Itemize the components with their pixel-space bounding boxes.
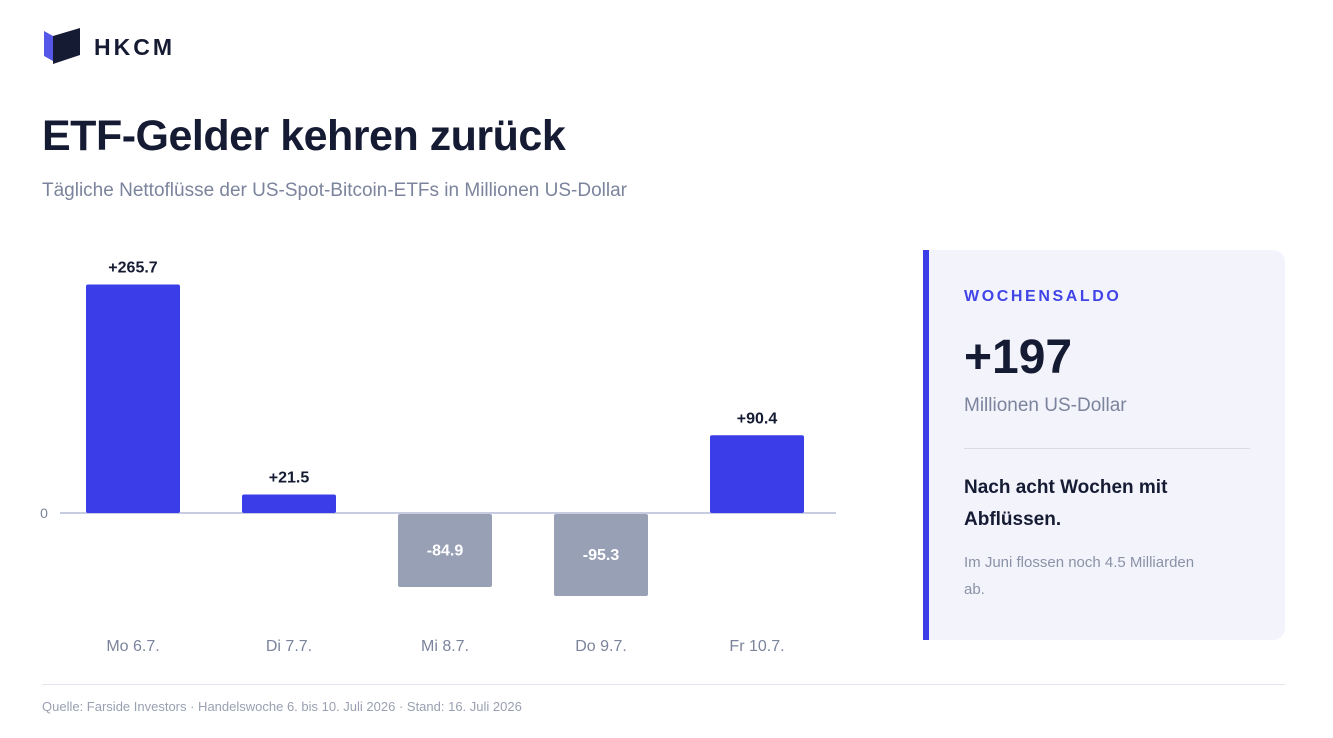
data-label-2: +21.5 bbox=[269, 470, 310, 487]
x-tick-label-5: Fr 10.7. bbox=[729, 638, 784, 655]
summary-panel: WOCHENSALDO +197 Millionen US-Dollar Nac… bbox=[923, 250, 1285, 640]
page-subtitle: Tägliche Nettoflüsse der US-Spot-Bitcoin… bbox=[42, 180, 627, 201]
bar-4 bbox=[554, 514, 648, 596]
source-note: Quelle: Farside Investors · Handelswoche… bbox=[42, 699, 522, 714]
summary-note: Im Juni flossen noch 4.5 Milliarden ab. bbox=[964, 554, 1195, 598]
hkcm-logo-icon bbox=[44, 28, 80, 64]
summary-kicker: WOCHENSALDO bbox=[964, 288, 1122, 305]
summary-headline: Nach acht Wochen mit Abflüssen. bbox=[964, 477, 1168, 530]
data-label-5: +90.4 bbox=[737, 410, 778, 427]
data-label-4: -95.3 bbox=[583, 547, 620, 564]
x-tick-label-3: Mi 8.7. bbox=[421, 638, 469, 655]
y-tick-label: 0 bbox=[40, 505, 48, 521]
summary-divider bbox=[964, 448, 1250, 449]
brand-name: HKCM bbox=[94, 33, 175, 60]
bar-1 bbox=[86, 284, 180, 513]
bar-5 bbox=[710, 435, 804, 513]
data-label-3: -84.9 bbox=[427, 543, 464, 560]
summary-unit: Millionen US-Dollar bbox=[964, 395, 1127, 416]
bar-chart: 0 +265.7 Mo 6.7. +21.5 Di 7.7. -84.9 Mi 8.7. -9… bbox=[40, 259, 836, 655]
data-label-1: +265.7 bbox=[108, 259, 157, 276]
bar-3 bbox=[398, 514, 492, 588]
page-title: ETF-Gelder kehren zurück bbox=[42, 112, 566, 160]
x-tick-label-2: Di 7.7. bbox=[266, 638, 312, 655]
bar-2 bbox=[242, 494, 336, 513]
x-tick-label-1: Mo 6.7. bbox=[106, 638, 159, 655]
x-tick-label-4: Do 9.7. bbox=[575, 638, 627, 655]
footer-divider bbox=[42, 684, 1285, 685]
brand-logo: HKCM bbox=[42, 28, 175, 66]
summary-value: +197 bbox=[964, 331, 1073, 384]
